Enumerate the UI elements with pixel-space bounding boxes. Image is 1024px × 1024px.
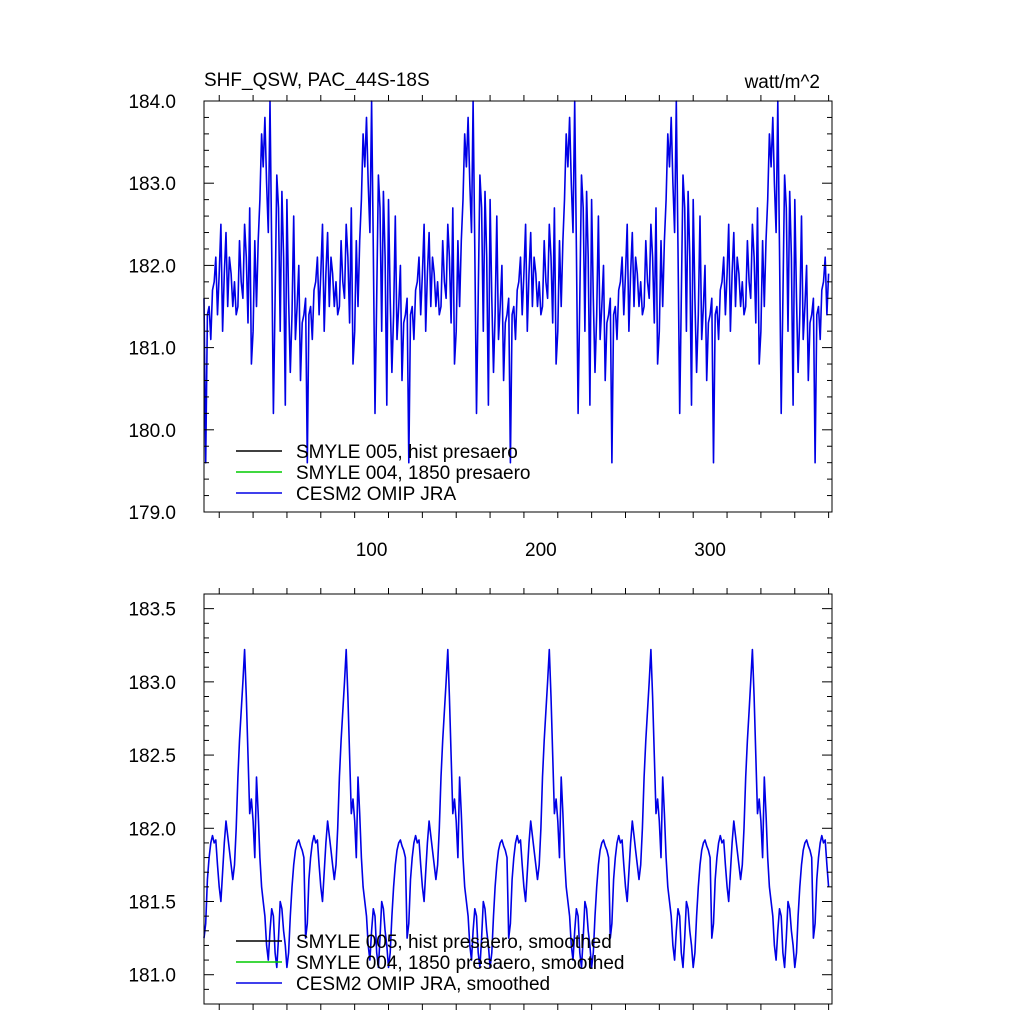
y-tick-label: 184.0	[128, 92, 176, 113]
y-tick-label: 183.0	[128, 174, 176, 195]
y-tick-label: 179.0	[128, 503, 176, 524]
legend-label: SMYLE 005, hist presaero, smoothed	[296, 932, 612, 953]
series-group	[203, 648, 830, 969]
y-tick-label: 181.0	[128, 966, 176, 987]
chart-title: SHF_QSW, PAC_44S-18S	[204, 70, 430, 91]
y-tick-label: 180.0	[128, 421, 176, 442]
legend-label: SMYLE 004, 1850 presaero, smoothed	[296, 953, 624, 974]
x-tick-label: 100	[356, 540, 388, 561]
y-tick-label: 181.0	[128, 339, 176, 360]
x-tick-label: 300	[694, 540, 726, 561]
panel-top: SHF_QSW, PAC_44S-18S watt/m^2 179.0 180.0…	[128, 70, 833, 561]
y-tick-label: 183.5	[128, 600, 176, 621]
y-tick-label: 181.5	[128, 893, 176, 914]
series-line	[203, 648, 830, 969]
y-tick-label: 183.0	[128, 673, 176, 694]
legend-label: CESM2 OMIP JRA	[296, 484, 456, 505]
units-label: watt/m^2	[744, 72, 820, 93]
axes: 181.0 181.5 182.0 182.5 183.0 183.5	[128, 588, 833, 1010]
axes: 179.0 180.0 181.0 182.0 183.0 184.0 100 200 300	[128, 92, 833, 561]
legend-label: SMYLE 004, 1850 presaero	[296, 463, 531, 484]
panel-bottom: 181.0 181.5 182.0 182.5 183.0 183.5 SMYLE 005…	[128, 588, 833, 1010]
y-tick-label: 182.5	[128, 746, 176, 767]
y-tick-label: 182.0	[128, 819, 176, 840]
legend: SMYLE 005, hist presaero, smoothedSMYLE …	[236, 932, 624, 995]
y-tick-label: 182.0	[128, 256, 176, 277]
plot-frame	[203, 100, 833, 513]
legend-label: SMYLE 005, hist presaero	[296, 442, 518, 463]
legend-label: CESM2 OMIP JRA, smoothed	[296, 974, 550, 995]
series-line	[203, 100, 830, 464]
x-tick-label: 200	[525, 540, 557, 561]
series-group	[203, 100, 830, 464]
